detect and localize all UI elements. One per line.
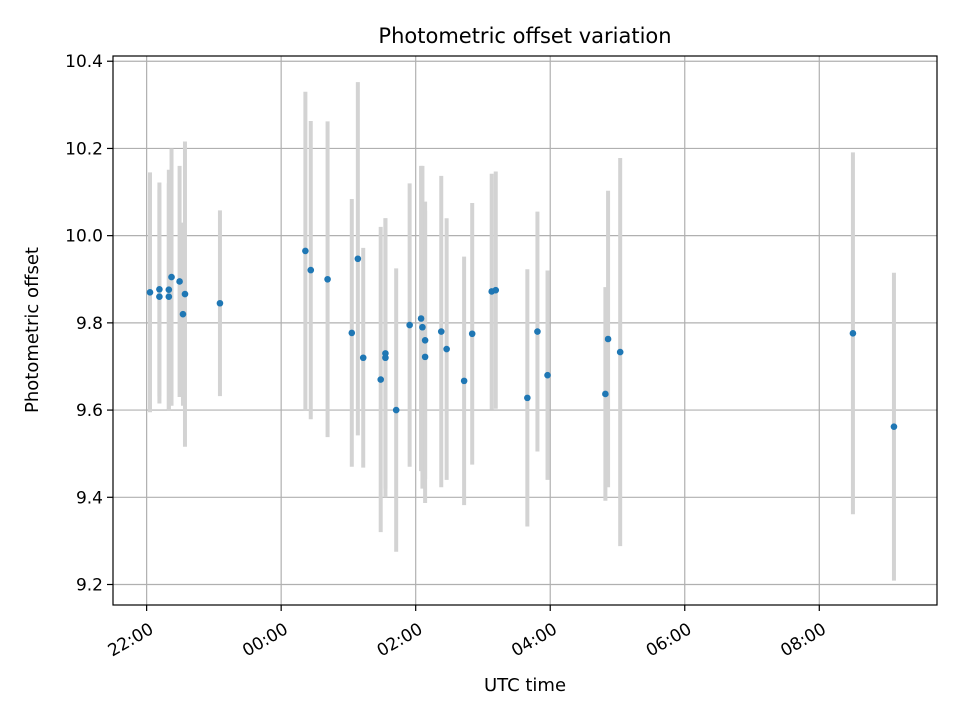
y-axis-label: Photometric offset [22, 247, 43, 413]
data-point [524, 394, 531, 402]
data-point [359, 354, 367, 362]
axes-frame [112, 55, 938, 606]
data-point [176, 278, 183, 285]
data-point [302, 247, 309, 255]
data-point [421, 353, 429, 361]
data-point [419, 323, 426, 331]
data-point [534, 328, 541, 335]
data-point [156, 293, 163, 301]
chart-title: Photometric offset variation [378, 24, 671, 48]
data-point [377, 376, 385, 383]
data-point [181, 290, 189, 298]
data-point [849, 330, 857, 337]
data-point [417, 315, 425, 322]
y-axis-ticks: 9.2 9.4 9.6 9.8 10.0 10.2 10.4 [65, 52, 113, 596]
data-point [146, 289, 154, 296]
data-point [890, 423, 898, 430]
data-point [406, 321, 413, 329]
y-tick-label: 10.4 [65, 52, 103, 72]
y-tick-label: 10.2 [65, 139, 103, 159]
data-point [392, 406, 400, 414]
data-point [324, 275, 331, 283]
data-point [604, 335, 612, 343]
y-tick-label: 9.4 [76, 488, 103, 508]
data-point [165, 293, 173, 301]
data-point [307, 266, 315, 274]
data-point [616, 348, 624, 356]
data-point [437, 328, 445, 335]
data-point [179, 310, 187, 318]
data-point [492, 286, 500, 294]
data-point [382, 354, 389, 362]
y-tick-label: 9.8 [76, 314, 103, 334]
y-tick-label: 10.0 [65, 227, 103, 247]
grid-lines [113, 56, 937, 605]
data-point [421, 337, 429, 344]
data-point [348, 329, 356, 337]
data-point [354, 255, 362, 263]
data-point [156, 285, 163, 293]
data-point [168, 273, 175, 281]
data-point [216, 299, 224, 307]
data-point [460, 377, 468, 385]
data-point [544, 371, 551, 379]
data-point [602, 390, 609, 398]
data-point [443, 345, 450, 353]
data-point [165, 286, 173, 294]
data-point [468, 330, 476, 338]
y-tick-label: 9.6 [76, 401, 103, 421]
y-tick-label: 9.2 [76, 576, 103, 596]
data-points [146, 247, 898, 430]
x-axis-label: UTC time [484, 675, 566, 696]
